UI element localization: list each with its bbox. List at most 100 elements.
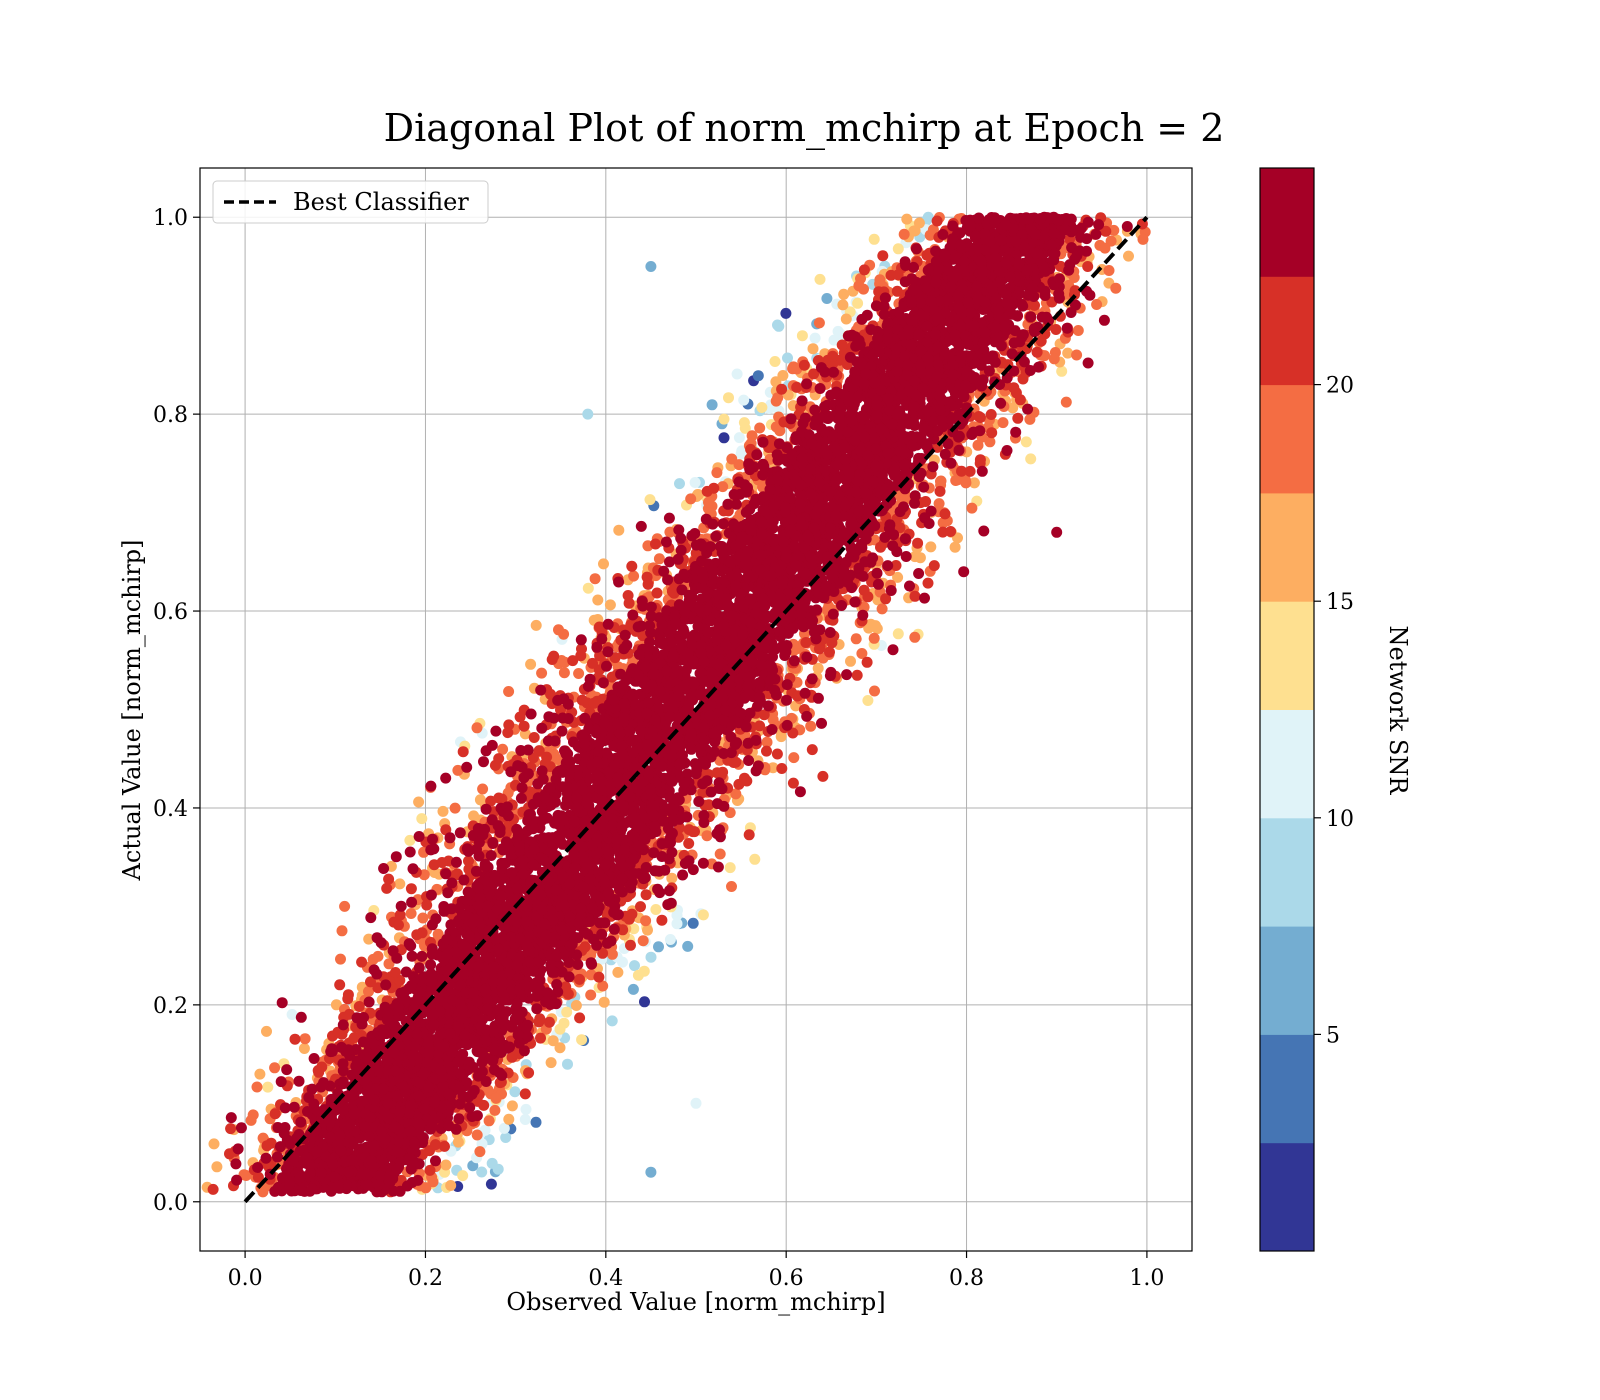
scatter-point — [240, 1170, 252, 1181]
scatter-point — [437, 805, 449, 817]
scatter-point — [642, 578, 654, 590]
scatter-point — [597, 947, 609, 959]
scatter-point — [913, 568, 925, 579]
scatter-point — [697, 909, 709, 921]
scatter-point — [777, 370, 789, 381]
scatter-point — [812, 662, 824, 674]
scatter-point — [582, 408, 594, 420]
scatter-point — [476, 1166, 488, 1178]
scatter-point — [909, 631, 921, 643]
scatter-point — [554, 1023, 566, 1035]
scatter-point — [915, 467, 927, 479]
scatter-point — [750, 734, 762, 746]
scatter-point — [629, 960, 640, 972]
scatter-point — [1100, 225, 1112, 237]
scatter-point — [858, 584, 870, 596]
scatter-point — [342, 993, 354, 1005]
scatter-point — [381, 882, 393, 894]
scatter-point — [485, 1178, 497, 1190]
scatter-point — [477, 783, 489, 795]
scatter-point — [299, 1033, 311, 1045]
scatter-point — [536, 722, 548, 734]
scatter-point — [787, 727, 799, 739]
scatter-point — [490, 1092, 502, 1104]
scatter-point — [939, 448, 951, 460]
scatter-point — [880, 593, 892, 605]
scatter-point — [365, 912, 377, 924]
scatter-point — [708, 482, 720, 494]
scatter-point — [658, 565, 670, 577]
scatter-point — [429, 867, 441, 878]
scatter-point — [911, 243, 922, 255]
scatter-point — [613, 524, 625, 536]
scatter-point — [675, 532, 687, 544]
scatter-point — [536, 765, 548, 777]
scatter-point — [752, 370, 764, 382]
scatter-point — [211, 1161, 223, 1173]
scatter-point — [479, 860, 491, 872]
scatter-point — [525, 708, 537, 720]
scatter-point — [269, 1108, 281, 1120]
scatter-point — [660, 536, 672, 548]
scatter-point — [798, 359, 810, 371]
scatter-point — [1123, 250, 1134, 262]
scatter-point — [479, 1124, 491, 1136]
scatter-point — [776, 383, 788, 395]
scatter-point — [845, 655, 856, 667]
scatter-point — [884, 519, 896, 531]
scatter-point — [544, 761, 556, 773]
scatter-point — [1025, 311, 1037, 323]
scatter-point — [904, 580, 915, 592]
scatter-point — [966, 502, 978, 514]
scatter-point — [1006, 348, 1018, 360]
scatter-point — [1010, 426, 1022, 438]
scatter-point — [479, 823, 491, 835]
scatter-point — [1020, 436, 1032, 448]
scatter-point — [518, 720, 530, 732]
scatter-point — [187, 1167, 198, 1178]
scatter-point — [574, 973, 585, 985]
scatter-point — [735, 448, 747, 460]
scatter-point — [870, 300, 882, 312]
scatter-point — [562, 1058, 573, 1070]
scatter-point — [766, 724, 778, 735]
scatter-point — [900, 551, 912, 562]
scatter-point — [878, 308, 890, 320]
scatter-point — [757, 436, 769, 448]
scatter-point — [939, 508, 951, 520]
scatter-point — [741, 775, 753, 787]
scatter-point — [416, 813, 428, 825]
scatter-point — [547, 1035, 559, 1047]
scatter-point — [879, 531, 891, 543]
scatter-point — [638, 965, 650, 977]
scatter-point — [656, 914, 668, 926]
scatter-point — [686, 530, 698, 542]
scatter-point — [870, 620, 881, 632]
scatter-point — [710, 530, 722, 542]
scatter-point — [925, 541, 937, 553]
scatter-point — [356, 956, 368, 968]
scatter-point — [432, 928, 444, 940]
scatter-point — [773, 320, 785, 332]
scatter-point — [757, 469, 769, 481]
scatter-point — [1108, 224, 1120, 236]
scatter-point — [1072, 325, 1084, 336]
scatter-point — [225, 1123, 237, 1135]
scatter-point — [780, 307, 792, 319]
scatter-point — [480, 1076, 492, 1087]
scatter-point — [984, 436, 996, 448]
scatter-point — [474, 794, 486, 806]
scatter-point — [626, 560, 638, 572]
scatter-point — [645, 1166, 657, 1178]
scatter-point — [894, 506, 906, 518]
scatter-point — [576, 1034, 588, 1046]
scatter-point — [1090, 228, 1102, 240]
scatter-point — [334, 979, 346, 991]
scatter-point — [592, 594, 604, 606]
scatter-point — [726, 755, 737, 767]
scatter-point — [413, 831, 425, 842]
scatter-point — [687, 864, 699, 876]
scatter-point — [959, 474, 971, 486]
scatter-point — [353, 1001, 365, 1012]
scatter-point — [878, 300, 890, 312]
